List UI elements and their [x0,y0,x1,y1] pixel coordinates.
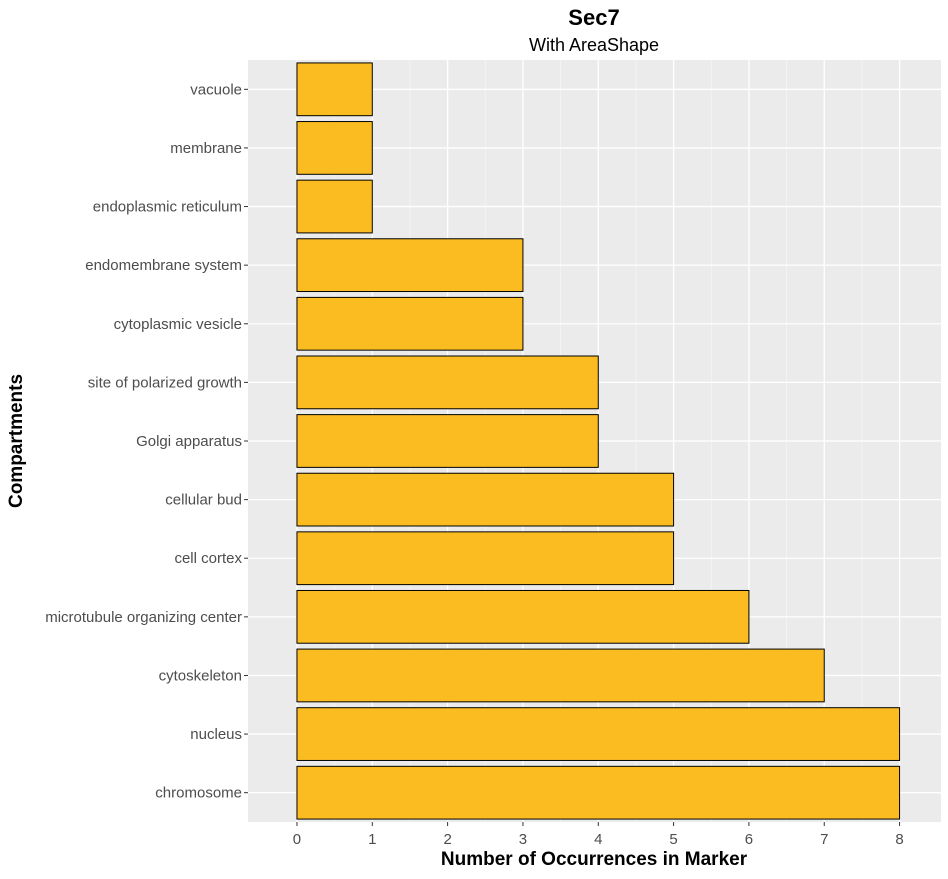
x-axis: 0 1 2 3 4 5 6 7 8 [293,822,904,848]
chart-subtitle: With AreaShape [529,35,659,55]
y-tick-label: microtubule organizing center [45,609,242,626]
bar-membrane [296,121,373,175]
x-tick-label: 3 [519,831,527,848]
x-tick-label: 4 [594,831,602,848]
x-axis-title: Number of Occurrences in Marker [441,849,748,870]
y-tick-label: Golgi apparatus [136,433,242,450]
bar-vacuole [296,62,373,117]
bar-nucleus [296,707,901,761]
y-tick-label: site of polarized growth [88,374,242,391]
x-tick-label: 1 [368,831,376,848]
bar-endoplasmic-reticulum [296,179,373,234]
x-tick-label: 8 [895,831,903,848]
bar-endomembrane-system [296,238,524,293]
y-tick-label: endoplasmic reticulum [93,199,242,216]
y-tick-label: cellular bud [165,492,242,509]
y-tick-label: chromosome [155,785,242,802]
y-tick-label: membrane [170,140,242,157]
y-tick-label: cell cortex [174,550,242,567]
bar-cytoskeleton [296,648,825,703]
y-tick-label: vacuole [190,81,242,98]
bar-golgi-apparatus [296,414,599,468]
x-tick-label: 2 [443,831,451,848]
y-axis-title: Compartments [6,374,27,508]
bar-cellular-bud [296,472,675,527]
chart-title: Sec7 [568,5,619,30]
y-tick-label: nucleus [190,726,242,743]
x-tick-label: 7 [820,831,828,848]
bar-site-of-polarized-growth [296,355,599,410]
y-tick-label: cytoskeleton [159,667,242,684]
bar-chromosome [296,765,901,820]
y-tick-label: cytoplasmic vesicle [114,316,242,333]
y-tick-label: endomembrane system [85,257,242,274]
x-tick-label: 0 [293,831,301,848]
bars [296,62,901,820]
x-tick-label: 6 [745,831,753,848]
bar-cell-cortex [296,531,675,586]
bar-cytoplasmic-vesicle [296,296,524,351]
bar-microtubule-organizing-center [296,589,750,644]
x-tick-label: 5 [669,831,677,848]
y-axis: vacuole membrane endoplasmic reticulum endo… [45,81,248,802]
